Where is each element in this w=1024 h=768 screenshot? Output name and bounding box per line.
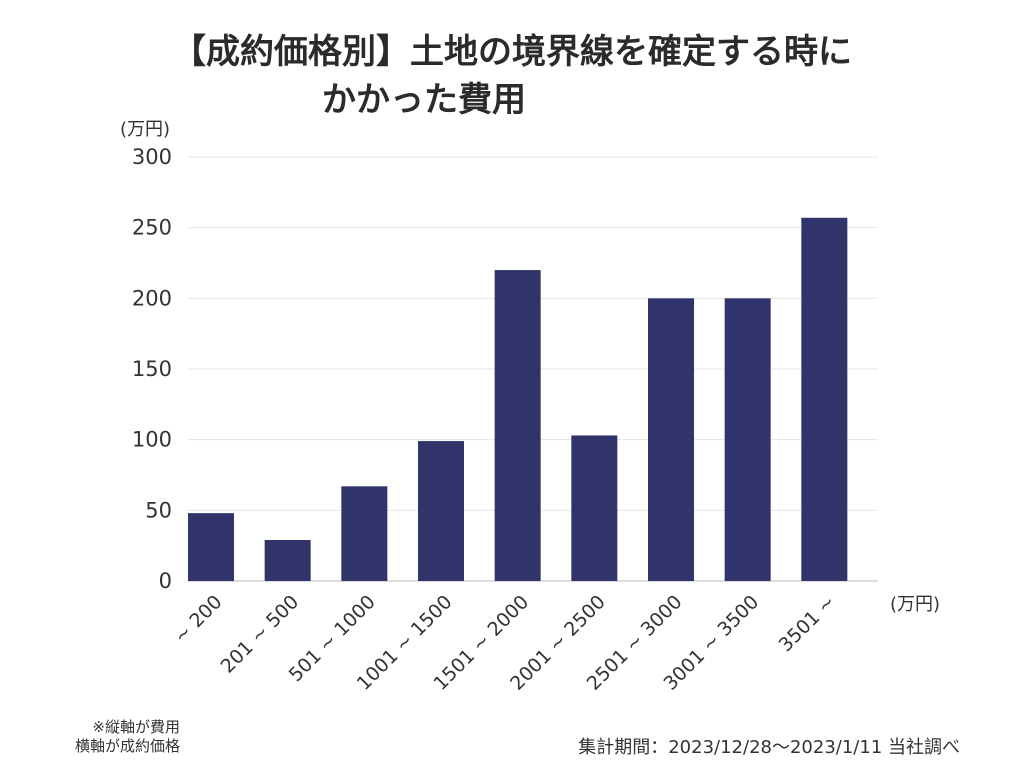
y-tick-labels: 0 50 100 150 200 250 300 [132,145,172,593]
survey-period: 集計期間：2023/12/28〜2023/1/11 当社調べ [578,737,960,758]
axis-note: ※縦軸が費用 横軸が成約価格 [40,718,180,756]
axis-note-line2: 横軸が成約価格 [74,737,180,755]
y-tick-label: 100 [132,428,172,452]
y-tick-label: 250 [132,216,172,240]
axis-note-line1: ※縦軸が費用 [92,718,180,736]
y-tick-label: 0 [159,569,172,593]
bar-7 [724,298,771,581]
y-tick-label: 150 [132,357,172,381]
bar-0 [188,513,234,581]
bar-1 [264,540,311,581]
bar-6 [648,298,694,581]
chart-title: 【成約価格別】土地の境界線を確定する時に かかった費用 [0,28,1024,124]
bar-3 [418,441,464,581]
x-tick-label: ~ 200 [170,591,227,648]
y-tick-label: 50 [145,498,172,522]
x-tick-label: 3501 ~ [775,591,840,656]
y-tick-label: 300 [132,145,172,169]
bar-5 [571,435,618,581]
x-axis-unit: (万円) [890,594,941,615]
chart-title-line2: かかった費用 [322,80,526,120]
bar-4 [494,270,541,581]
chart-title-line1: 【成約価格別】土地の境界線を確定する時に [172,32,852,72]
y-axis-unit: (万円) [120,119,171,140]
bar-2 [341,486,388,581]
bar-8 [801,217,848,582]
bars [188,217,848,582]
y-tick-label: 200 [132,286,172,310]
